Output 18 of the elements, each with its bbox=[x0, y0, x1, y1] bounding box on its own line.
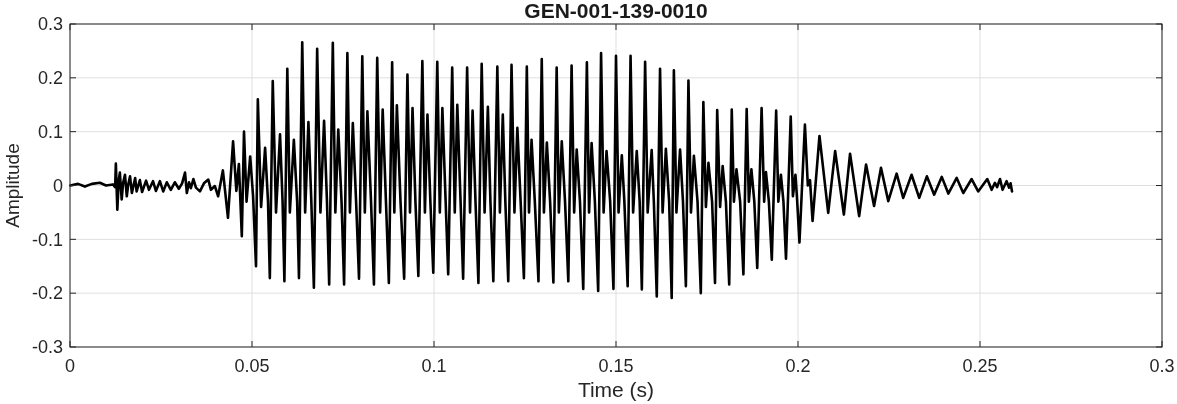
x-tick-label: 0.15 bbox=[598, 356, 634, 376]
y-tick-label: -0.3 bbox=[31, 337, 63, 358]
line-series bbox=[69, 41, 1014, 300]
y-tick-label: -0.1 bbox=[31, 229, 63, 250]
x-tick-label: 0.3 bbox=[1149, 356, 1175, 376]
y-tick-label: 0.1 bbox=[37, 121, 63, 142]
y-tick-label: 0.2 bbox=[37, 68, 63, 89]
y-tick-label: 0.3 bbox=[37, 14, 63, 35]
x-tick-label: 0.1 bbox=[421, 356, 447, 376]
y-axis-title: Amplitude bbox=[2, 143, 23, 228]
x-axis-title: Time (s) bbox=[577, 378, 655, 401]
x-tick-label: 0.05 bbox=[234, 356, 270, 376]
y-tick-label: 0 bbox=[52, 175, 63, 196]
x-tick-label: 0 bbox=[64, 356, 76, 376]
x-tick-label: 0.25 bbox=[962, 356, 998, 376]
chart-title: GEN-001-139-0010 bbox=[524, 0, 708, 22]
y-tick-label: -0.2 bbox=[31, 283, 63, 304]
x-tick-label: 0.2 bbox=[785, 356, 811, 376]
